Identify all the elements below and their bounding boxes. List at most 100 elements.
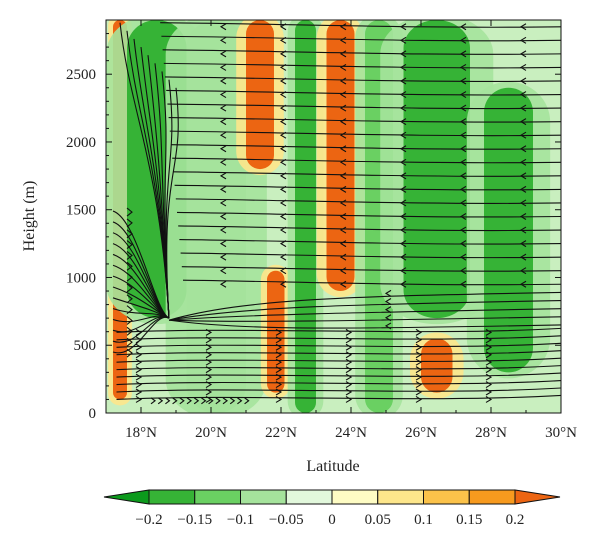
- streamline-arrow: [415, 381, 423, 389]
- streamline-arrow: [459, 172, 467, 180]
- streamline-arrow: [205, 343, 213, 351]
- streamline-arrow: [415, 343, 423, 351]
- streamline-arrow: [279, 77, 287, 85]
- streamline-arrow: [219, 91, 227, 99]
- streamline-arrow: [126, 251, 133, 260]
- streamline-arrow: [399, 104, 407, 112]
- streamline-arrow: [345, 388, 353, 396]
- streamline-arrow: [186, 397, 192, 405]
- streamline-arrow: [459, 131, 467, 139]
- streamline-arrow: [126, 261, 133, 271]
- streamline-arrow: [135, 388, 143, 396]
- x-tick-label: 24°N: [335, 425, 367, 441]
- streamline-arrow: [126, 305, 133, 315]
- x-tick-label: 22°N: [265, 425, 297, 441]
- streamline-arrow: [219, 50, 227, 58]
- x-tick-label: 18°N: [125, 425, 157, 441]
- streamline-arrow: [345, 381, 353, 389]
- streamline: [170, 144, 561, 150]
- streamline-arrow: [275, 395, 283, 403]
- streamline-arrow: [415, 358, 423, 366]
- streamline-arrow: [519, 185, 527, 193]
- streamline-arrow: [279, 63, 287, 71]
- colorbar-swatch: [377, 489, 424, 505]
- streamline-arrow: [345, 358, 353, 366]
- streamline-arrow: [219, 63, 227, 71]
- colorbar-tick-label: −0.15: [177, 512, 212, 528]
- plot-area: [105, 19, 562, 414]
- streamline-arrow: [399, 267, 407, 275]
- streamline-arrow: [135, 381, 143, 389]
- streamline-arrow: [339, 50, 347, 58]
- streamline-arrow: [399, 199, 407, 207]
- contour-band: [267, 270, 285, 393]
- streamline-arrow: [345, 351, 353, 359]
- streamline-arrow: [519, 63, 527, 71]
- streamline-arrow: [415, 328, 423, 336]
- contour-band: [403, 20, 470, 319]
- streamline-arrow: [279, 118, 287, 126]
- colorbar-tick-label: 0.15: [456, 512, 482, 528]
- streamline-arrow: [279, 267, 287, 275]
- colorbar-swatch: [285, 489, 333, 505]
- streamline: [116, 394, 561, 400]
- streamline-arrow: [279, 145, 287, 153]
- streamline-arrow: [384, 322, 392, 330]
- colorbar-tick-label: −0.1: [227, 512, 254, 528]
- streamline-arrow: [205, 381, 213, 389]
- streamline-arrow: [219, 23, 227, 31]
- streamline-arrow: [165, 397, 171, 405]
- streamline-arrow: [345, 343, 353, 351]
- colorbar-swatch: [194, 489, 241, 505]
- y-tick-label: 0: [89, 406, 97, 422]
- streamline-arrow: [208, 397, 214, 405]
- streamline-arrow: [399, 172, 407, 180]
- streamline-arrow: [345, 373, 353, 381]
- streamline-arrow: [219, 104, 227, 112]
- streamline-arrow: [519, 91, 527, 99]
- streamline-arrow: [399, 118, 407, 126]
- streamline-arrow: [399, 280, 407, 288]
- y-tick-label: 2500: [66, 67, 96, 83]
- colorbar-tick-label: −0.05: [269, 512, 304, 528]
- streamline-layer: [112, 22, 561, 405]
- plot-frame: [105, 19, 562, 414]
- streamline: [179, 238, 561, 245]
- streamline-arrow: [345, 336, 353, 344]
- streamline-arrow: [519, 199, 527, 207]
- streamline-arrow: [219, 253, 227, 261]
- streamline-arrow: [459, 185, 467, 193]
- streamline: [163, 62, 561, 69]
- streamline-arrow: [345, 328, 353, 336]
- streamline-arrow: [275, 373, 283, 381]
- streamline-arrow: [279, 36, 287, 44]
- y-tick-label: 1000: [66, 270, 96, 286]
- streamline: [182, 279, 561, 286]
- streamline-arrow: [519, 104, 527, 112]
- streamline-arrow: [339, 226, 347, 234]
- streamline-arrow: [339, 199, 347, 207]
- x-axis-label: Latitude: [306, 458, 359, 475]
- streamline-arrow: [339, 240, 347, 248]
- streamline-arrow: [519, 23, 527, 31]
- streamline-arrow: [275, 343, 283, 351]
- streamline-arrow: [219, 226, 227, 234]
- streamline: [174, 184, 561, 191]
- streamline-arrow: [157, 397, 164, 405]
- streamline-arrow: [126, 294, 133, 304]
- streamline-arrow: [205, 351, 213, 359]
- colorbar-tick-label: 0.1: [414, 512, 433, 528]
- streamline: [178, 225, 561, 232]
- streamline-arrow: [415, 388, 423, 396]
- streamline: [168, 316, 561, 322]
- streamline-arrow: [399, 50, 407, 58]
- streamline-arrow: [339, 172, 347, 180]
- streamline-arrow: [219, 280, 227, 288]
- streamline-arrow: [205, 366, 213, 374]
- streamline-arrow: [193, 397, 200, 405]
- y-axis: 0 500 1000 1500 2000 2500: [66, 33, 561, 422]
- streamline-arrow: [485, 336, 493, 344]
- streamline-arrow: [222, 397, 228, 405]
- streamline: [112, 210, 170, 319]
- streamline: [180, 252, 561, 259]
